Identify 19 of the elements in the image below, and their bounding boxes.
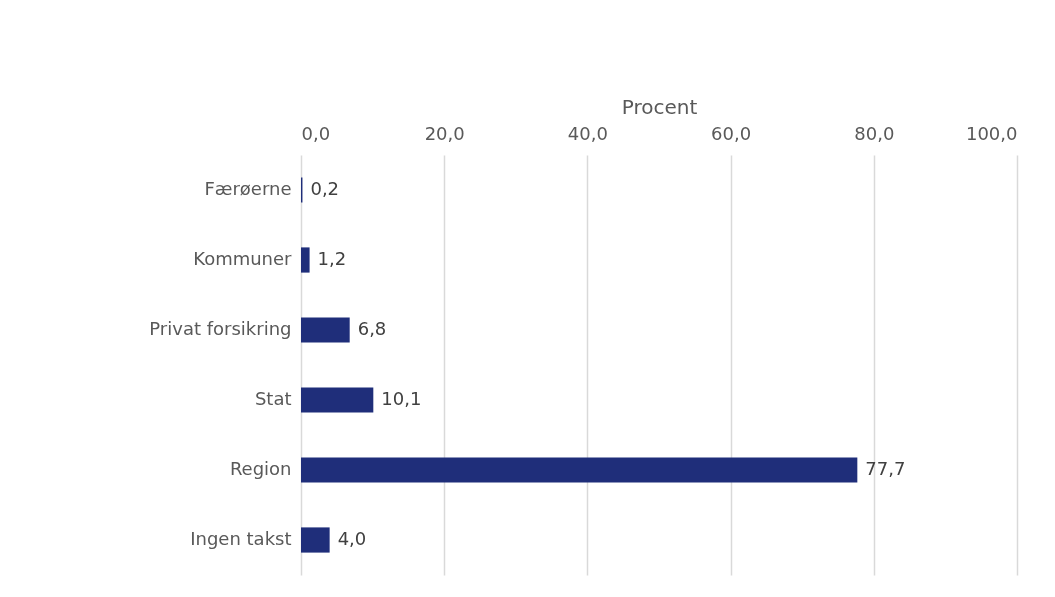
x-tick-label: 0,0 [301,122,331,144]
x-tick-label: 100,0 [965,122,1018,144]
y-tick-label: Kommuner [193,248,293,269]
y-tick-label: Region [229,458,292,479]
x-tick-label: 80,0 [854,122,895,144]
y-tick-label: Stat [254,388,292,409]
x-axis-title: Procent [621,94,698,119]
data-label: 77,7 [865,458,906,479]
data-label: 0,2 [310,178,340,199]
y-tick-label: Færøerne [204,178,292,199]
y-tick-label: Privat forsikring [149,318,292,339]
data-label: 10,1 [381,388,422,409]
x-tick-label: 40,0 [567,122,608,144]
data-label: 4,0 [337,528,367,549]
x-tick-label: 60,0 [711,122,752,144]
x-tick-label: 20,0 [424,122,465,144]
data-label: 1,2 [317,248,347,269]
data-label: 6,8 [357,318,387,339]
y-tick-label: Ingen takst [190,528,292,549]
